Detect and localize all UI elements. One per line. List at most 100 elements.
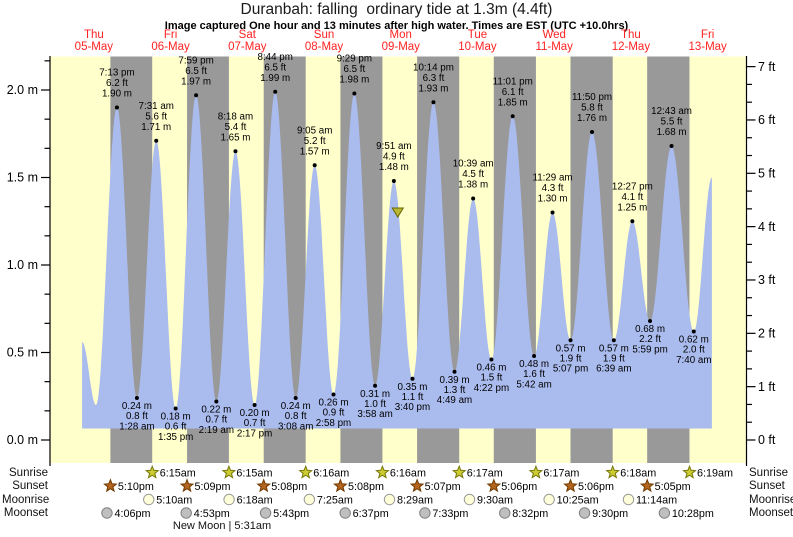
- annotation-line: 0.22 m: [201, 405, 231, 416]
- high-tide-annotation: 9:05 am5.2 ft1.57 m: [297, 125, 332, 157]
- low-tide-annotation: 0.48 m1.6 ft5:42 am: [516, 359, 551, 390]
- annotation-line: 1.5 ft: [481, 373, 503, 384]
- astro-row-label-sunrise-right: Sunrise: [749, 466, 788, 479]
- annotation-line: 1.85 m: [498, 97, 528, 108]
- annotation-line: 2:19 am: [199, 425, 234, 436]
- low-tide-annotation: 0.24 m0.8 ft3:08 am: [278, 401, 313, 432]
- sunset-star-icon: [486, 478, 502, 493]
- right-axis-label: 4 ft: [758, 220, 776, 234]
- annotation-line: 5.6 ft: [145, 111, 167, 122]
- tide-point-dot: [154, 138, 159, 143]
- moonset-time: 6:37pm: [353, 508, 389, 520]
- annotation-line: 7:59 pm: [178, 55, 213, 66]
- moonset-time: 8:32pm: [512, 508, 548, 520]
- sunrise-star-icon: [375, 464, 390, 479]
- annotation-line: 0.62 m: [679, 335, 709, 346]
- sunset-time: 5:08pm: [348, 481, 384, 493]
- sunrise-time: 6:16am: [313, 467, 349, 479]
- moonrise-circle-icon: [383, 493, 396, 506]
- moonset-circle-icon: [419, 507, 431, 519]
- day-label: Fri 13-May: [688, 29, 727, 53]
- day-label: Wed 11-May: [535, 29, 573, 53]
- sunrise-star-icon: [528, 464, 544, 479]
- sunset-star-icon: [103, 478, 118, 493]
- annotation-line: 9:51 am: [376, 141, 411, 152]
- sunrise-star-icon: [298, 464, 314, 479]
- annotation-line: 1.3 ft: [444, 385, 466, 396]
- annotation-line: 3:40 pm: [395, 402, 430, 413]
- moonset-circle-icon: [499, 507, 511, 519]
- moonset-time: 4:06pm: [114, 508, 150, 520]
- tide-point-dot: [410, 376, 415, 381]
- tide-curve: [82, 91, 712, 429]
- tide-point-dot: [252, 403, 257, 407]
- astro-row-label-moonrise-right: Moonrise: [749, 493, 793, 506]
- sunrise-time: 6:16am: [390, 467, 426, 479]
- astro-row-label-sunrise-left: Sunrise: [9, 466, 48, 479]
- annotation-line: 2:58 pm: [316, 418, 351, 429]
- high-tide-annotation: 8:18 am5.4 ft1.65 m: [218, 111, 253, 143]
- moonrise-time: 8:29am: [397, 494, 433, 506]
- annotation-line: 0.24 m: [122, 401, 152, 412]
- annotation-line: 1.90 m: [102, 89, 132, 100]
- moonset-time: 9:30pm: [592, 508, 628, 520]
- tide-point-dot: [331, 392, 336, 397]
- astro-row-label-moonset-left: Moonset: [3, 507, 48, 519]
- tide-point-dot: [194, 93, 199, 98]
- day-label: Thu 12-May: [611, 29, 651, 53]
- annotation-line: 11:01 pm: [493, 76, 533, 87]
- sunrise-star-icon: [605, 464, 621, 479]
- annotation-line: 1.6 ft: [523, 369, 545, 380]
- annotation-line: 10:39 am: [453, 159, 494, 170]
- annotation-line: 1.76 m: [577, 113, 607, 124]
- tide-point-dot: [532, 354, 537, 358]
- sunset-time: 5:10pm: [118, 481, 154, 493]
- day-label: Tue 10-May: [458, 29, 497, 53]
- astro-row-label-moonset-right: Moonset: [749, 507, 793, 519]
- annotation-line: 0.18 m: [161, 412, 191, 423]
- low-tide-annotation: 0.18 m0.6 ft1:35 pm: [158, 412, 193, 443]
- tide-point-dot: [233, 149, 238, 154]
- moonrise-circle-icon: [543, 493, 555, 506]
- low-tide-annotation: 0.46 m1.5 ft4:22 pm: [474, 363, 509, 394]
- annotation-line: 4.3 ft: [542, 183, 564, 194]
- annotation-line: 0.20 m: [240, 408, 270, 419]
- day-label: Mon 09-May: [381, 29, 420, 53]
- moonrise-circle-icon: [303, 493, 316, 506]
- annotation-line: 5.5 ft: [661, 117, 683, 128]
- low-tide-annotation: 0.22 m0.7 ft2:19 am: [199, 405, 234, 436]
- annotation-line: 1.68 m: [657, 127, 687, 138]
- annotation-line: 0.7 ft: [244, 418, 266, 429]
- low-tide-annotation: 0.20 m0.7 ft2:17 pm: [237, 408, 272, 439]
- annotation-line: 10:14 pm: [413, 62, 454, 73]
- low-tide-annotation: 0.35 m1.1 ft3:40 pm: [395, 382, 430, 413]
- moonrise-time: 9:30am: [477, 494, 513, 506]
- moonset-time: 4:53pm: [194, 508, 230, 520]
- right-axis-label: 5 ft: [758, 167, 776, 181]
- sunset-star-icon: [563, 478, 578, 493]
- annotation-line: 2:17 pm: [237, 428, 272, 439]
- annotation-line: 1.1 ft: [402, 392, 424, 403]
- left-axis-label: 2.0 m: [7, 83, 38, 97]
- tide-point-dot: [373, 383, 378, 388]
- annotation-line: 0.8 ft: [126, 411, 148, 422]
- low-tide-annotation: 0.68 m2.2 ft5:59 pm: [632, 324, 667, 355]
- tide-point-dot: [510, 114, 515, 119]
- annotation-line: 1.65 m: [221, 132, 251, 143]
- annotation-line: 11:29 am: [532, 173, 572, 184]
- annotation-line: 3:08 am: [278, 421, 313, 432]
- annotation-line: 0.31 m: [360, 389, 390, 400]
- annotation-line: 1.71 m: [141, 122, 171, 133]
- sunset-star-icon: [639, 478, 655, 493]
- tide-point-dot: [452, 369, 457, 374]
- tide-point-dot: [173, 406, 178, 411]
- annotation-line: 1.48 m: [379, 162, 409, 173]
- low-tide-annotation: 0.57 m1.9 ft6:39 am: [596, 343, 631, 374]
- low-tide-annotation: 0.57 m1.9 ft5:07 pm: [553, 343, 588, 374]
- annotation-line: 1.99 m: [260, 73, 290, 84]
- annotation-line: 12:43 am: [651, 106, 692, 117]
- moonset-circle-icon: [339, 507, 351, 519]
- moonrise-circle-icon: [223, 493, 235, 506]
- annotation-line: 2.2 ft: [639, 334, 661, 345]
- day-label: Fri 06-May: [151, 29, 190, 53]
